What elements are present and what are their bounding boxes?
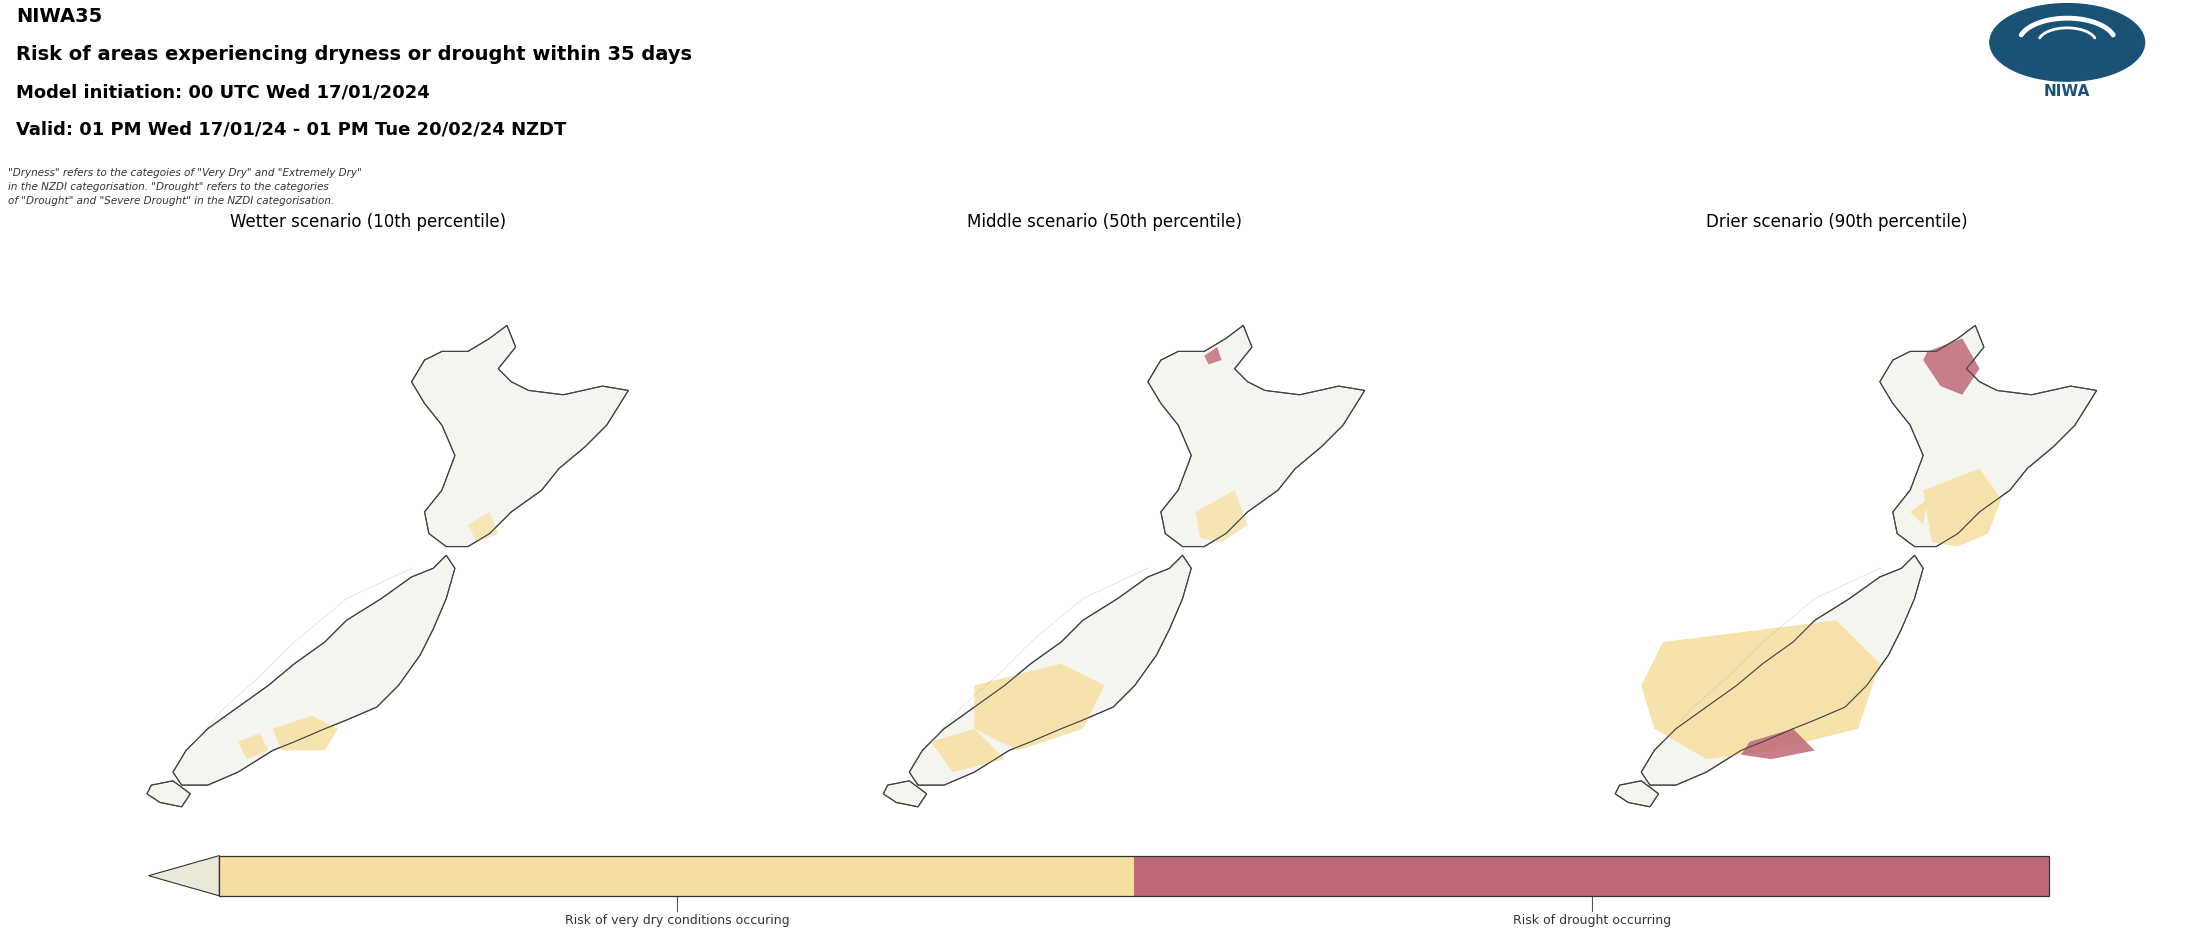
Polygon shape (273, 716, 338, 750)
Polygon shape (932, 729, 1004, 772)
Text: Model initiation: 00 UTC Wed 17/01/2024: Model initiation: 00 UTC Wed 17/01/2024 (18, 84, 431, 102)
Polygon shape (1923, 338, 1980, 395)
Polygon shape (468, 512, 499, 542)
Polygon shape (1879, 325, 2097, 546)
Text: NIWA35: NIWA35 (18, 7, 103, 26)
Text: Wetter scenario (10th percentile): Wetter scenario (10th percentile) (231, 212, 506, 231)
Text: Risk of areas experiencing dryness or drought within 35 days: Risk of areas experiencing dryness or dr… (18, 46, 692, 64)
Polygon shape (1616, 781, 1659, 807)
Polygon shape (1923, 469, 2000, 546)
Text: NIWA: NIWA (2044, 85, 2090, 100)
Circle shape (1989, 4, 2145, 81)
Text: Middle scenario (50th percentile): Middle scenario (50th percentile) (967, 212, 1242, 231)
Polygon shape (1205, 347, 1222, 364)
Polygon shape (1910, 499, 1928, 525)
Text: Drier scenario (90th percentile): Drier scenario (90th percentile) (1706, 212, 1967, 231)
Bar (1134, 856, 2049, 896)
Polygon shape (1642, 555, 1923, 785)
Polygon shape (1196, 490, 1248, 542)
Polygon shape (411, 325, 629, 546)
Polygon shape (1147, 325, 1365, 546)
Polygon shape (174, 555, 455, 785)
Text: Risk of drought occurring: Risk of drought occurring (1512, 914, 1670, 927)
Text: Valid: 01 PM Wed 17/01/24 - 01 PM Tue 20/02/24 NZDT: Valid: 01 PM Wed 17/01/24 - 01 PM Tue 20… (18, 121, 567, 139)
Polygon shape (237, 733, 268, 759)
Polygon shape (1642, 621, 1879, 759)
Polygon shape (1741, 729, 1816, 759)
Bar (220, 856, 2049, 896)
Polygon shape (974, 664, 1103, 750)
Bar (220, 856, 1134, 896)
Polygon shape (884, 781, 928, 807)
Text: "Dryness" refers to the categoies of "Very Dry" and "Extremely Dry"
in the NZDI : "Dryness" refers to the categoies of "Ve… (9, 168, 360, 206)
Text: Risk of very dry conditions occuring: Risk of very dry conditions occuring (565, 914, 789, 927)
Polygon shape (910, 555, 1191, 785)
Polygon shape (147, 781, 191, 807)
Polygon shape (149, 856, 220, 896)
